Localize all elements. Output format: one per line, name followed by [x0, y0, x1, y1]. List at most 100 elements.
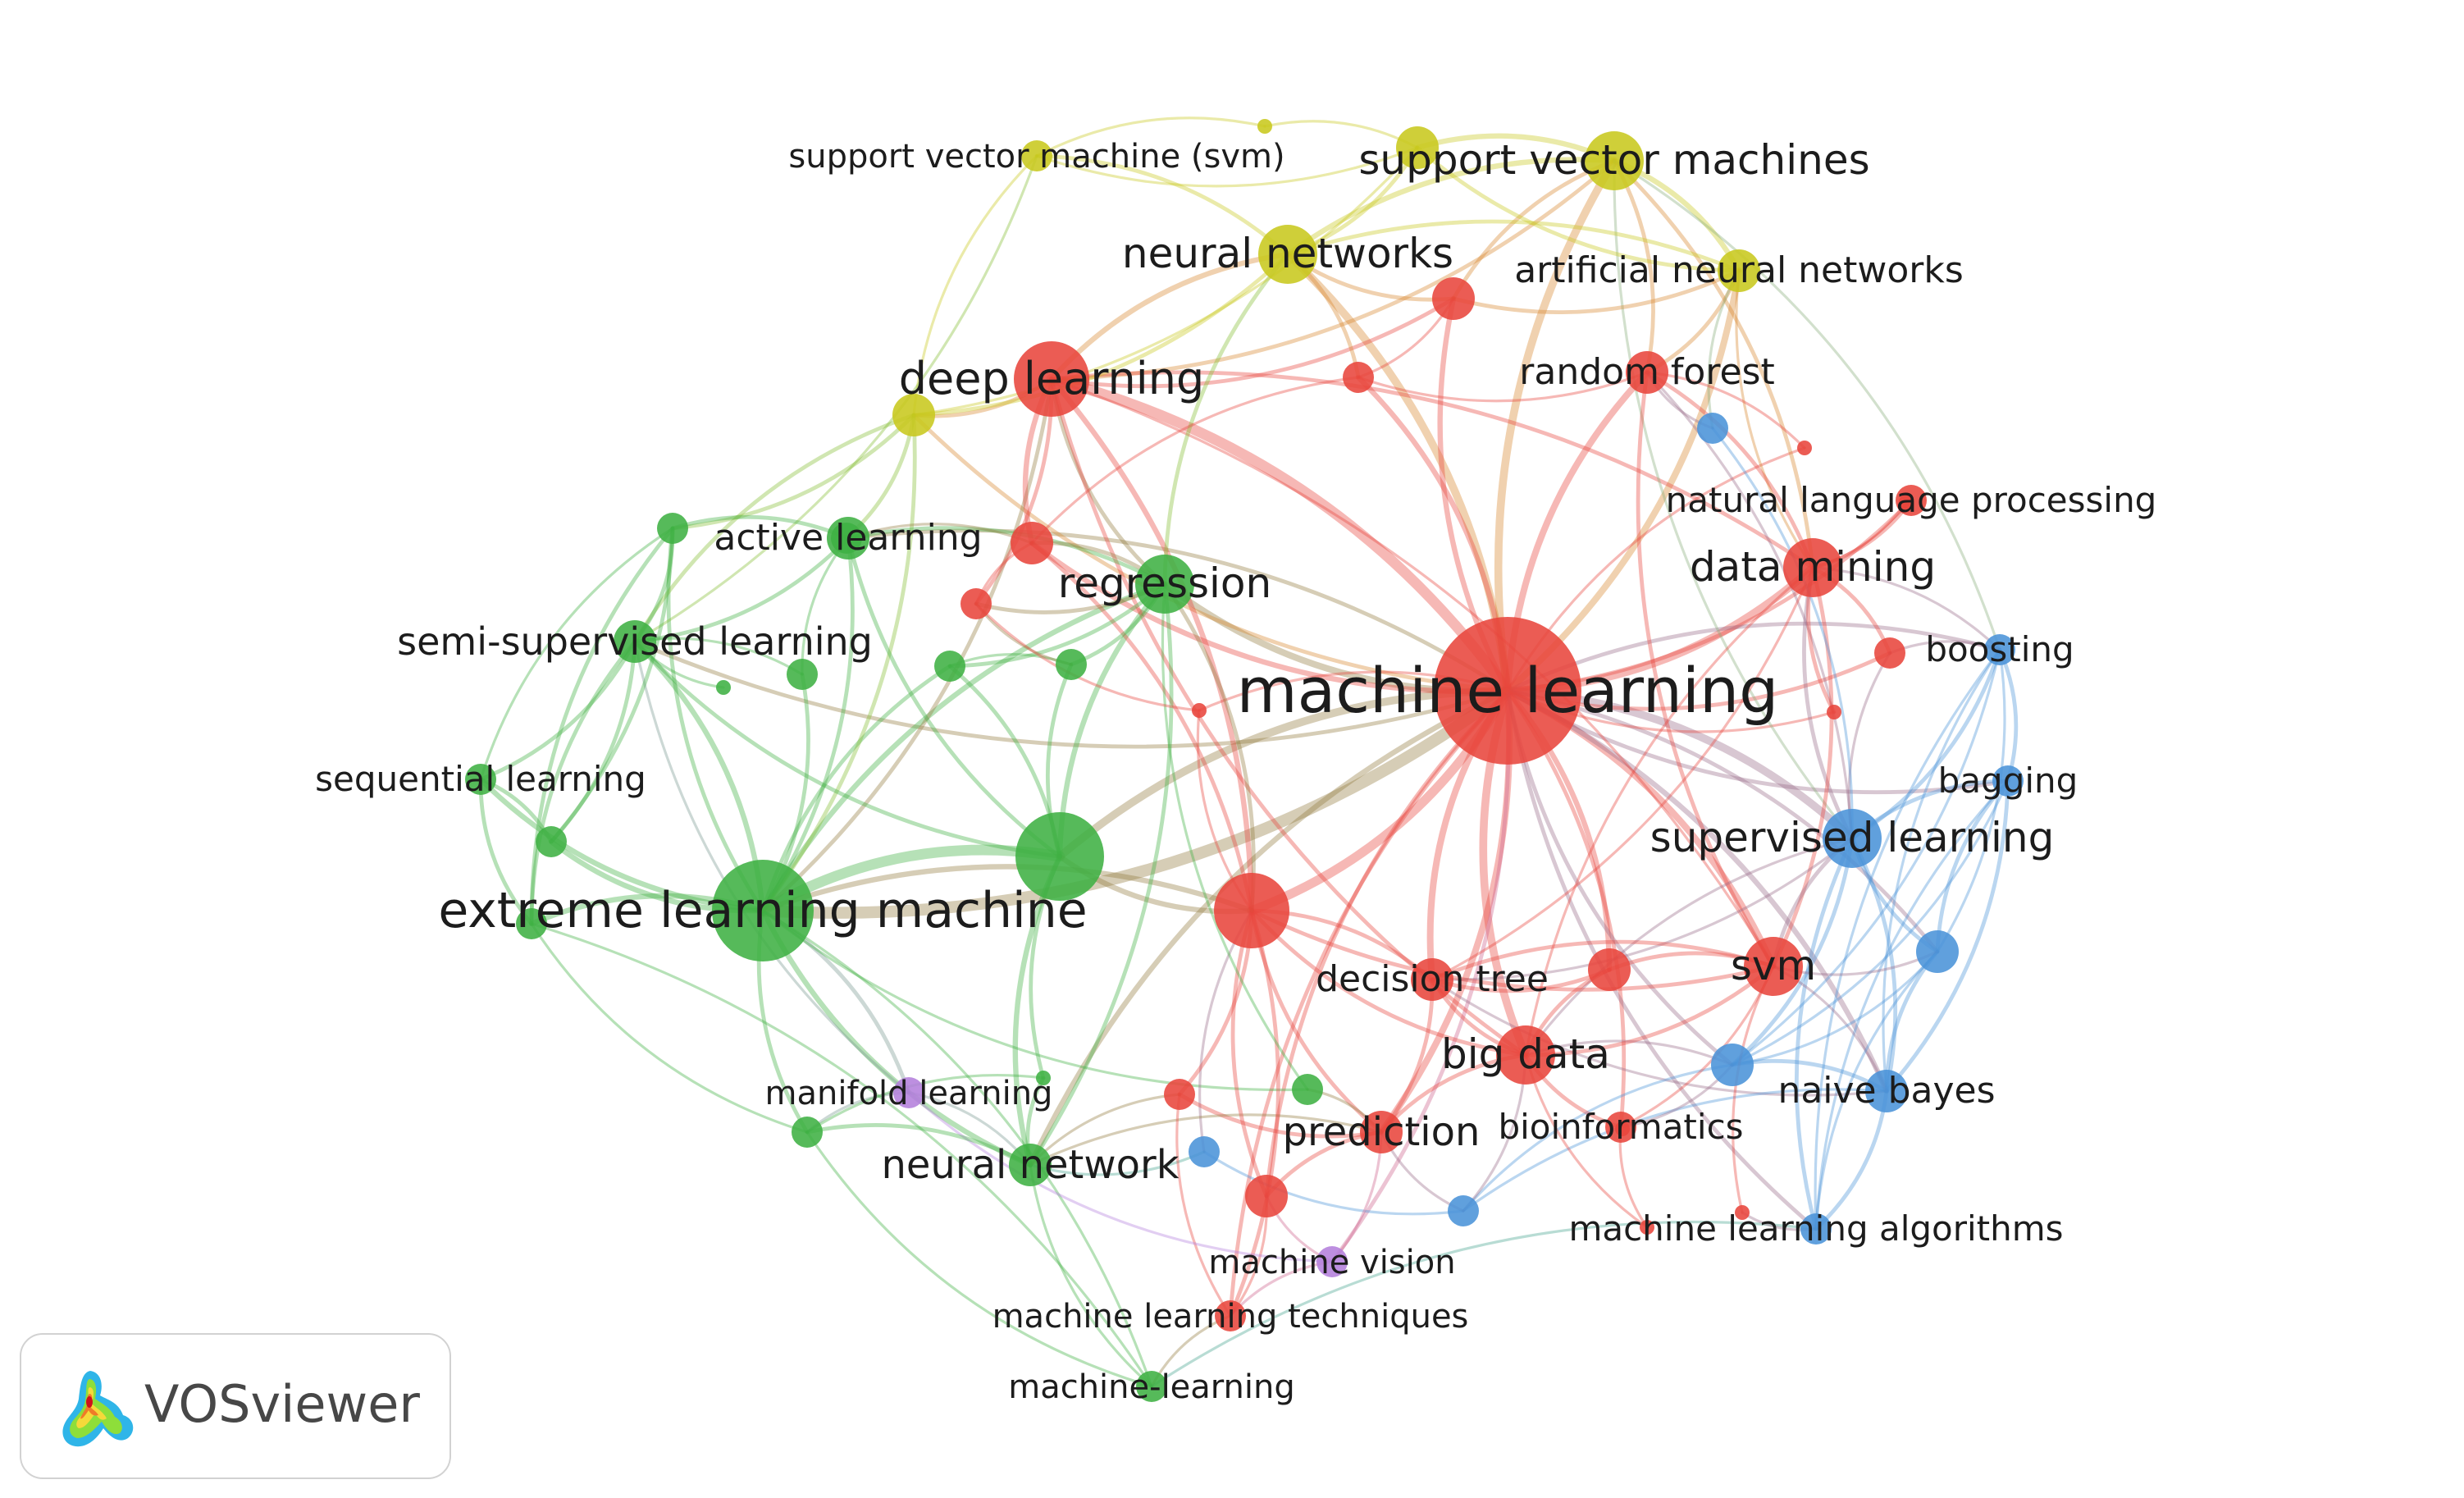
node-u-red-pred2[interactable]: [1245, 1175, 1288, 1217]
edge-machine-learning--machine-vision: [1330, 688, 1511, 1264]
label-support-vector-machine-svm[interactable]: support vector machine (svm): [788, 138, 1284, 176]
node-u-red-big[interactable]: [1214, 873, 1289, 948]
label-neural-network[interactable]: neural network: [881, 1142, 1179, 1188]
edge-machine-learning--bagging: [1505, 688, 2010, 794]
node-manifold-learning[interactable]: [893, 1077, 924, 1108]
node-machine-vision[interactable]: [1316, 1246, 1348, 1277]
node-u-green-man[interactable]: [792, 1117, 823, 1148]
node-u-green-mid2[interactable]: [536, 826, 567, 857]
node-neural-network[interactable]: [1009, 1144, 1052, 1186]
label-random-forest[interactable]: random forest: [1519, 351, 1774, 393]
edge-deep-learning--u-red-big: [1048, 376, 1255, 914]
label-supervised-learning[interactable]: supervised learning: [1650, 814, 2055, 861]
label-machine-learning-algorithms[interactable]: machine learning algorithms: [1568, 1208, 2063, 1249]
node-decision-tree[interactable]: [1411, 958, 1453, 1001]
edge-neural-networks--artificial-neural-networks: [1285, 219, 1741, 273]
node-u-blue-big[interactable]: [1711, 1044, 1754, 1086]
label-machine-learning[interactable]: machine learning: [1237, 654, 1779, 727]
node-u-red-top[interactable]: [1343, 362, 1374, 393]
node-artificial-neural-networks[interactable]: [1718, 249, 1760, 292]
node-extreme-learning-machine[interactable]: [712, 860, 814, 961]
label-bioinformatics[interactable]: bioinformatics: [1498, 1107, 1743, 1147]
label-neural-networks[interactable]: neural networks: [1122, 230, 1453, 277]
node-bagging[interactable]: [1992, 765, 2024, 797]
node-u-red-pred1[interactable]: [1164, 1079, 1195, 1110]
node-machine-learning-algorithms[interactable]: [1800, 1213, 1832, 1245]
node-u-red-rf2[interactable]: [1797, 441, 1812, 455]
node-u-green-pred[interactable]: [1292, 1074, 1323, 1105]
node-u-blue-bio[interactable]: [1448, 1195, 1479, 1226]
node-prediction[interactable]: [1360, 1111, 1403, 1153]
label-natural-language-processing[interactable]: natural language processing: [1666, 480, 2157, 520]
label-big-data[interactable]: big data: [1441, 1030, 1610, 1078]
node-u-green-elm[interactable]: [657, 513, 688, 544]
label-artificial-neural-networks[interactable]: artificial neural networks: [1514, 249, 1964, 291]
node-u-blue-nn[interactable]: [1189, 1136, 1220, 1167]
label-regression[interactable]: regression: [1058, 559, 1271, 607]
node-u-yellow-left[interactable]: [892, 394, 935, 436]
edge-regression--active-learning: [846, 526, 1167, 587]
node-machine-learning-techniques[interactable]: [1215, 1300, 1246, 1331]
node-u-red-boost[interactable]: [1874, 637, 1905, 669]
node-u-red-mla2[interactable]: [1640, 1220, 1654, 1235]
label-active-learning[interactable]: active learning: [714, 517, 982, 559]
node-u-green-seq[interactable]: [516, 908, 547, 939]
label-bagging[interactable]: bagging: [1938, 760, 2078, 801]
label-deep-learning[interactable]: deep learning: [899, 353, 1204, 404]
node-u-green-ssl2[interactable]: [716, 680, 731, 695]
node-u-green-ssl3[interactable]: [934, 651, 965, 682]
node-deep-learning[interactable]: [1014, 341, 1089, 417]
label-manifold-learning[interactable]: manifold learning: [765, 1075, 1053, 1112]
label-machine-learning-techniques[interactable]: machine learning techniques: [992, 1298, 1469, 1336]
edge-extreme-learning-machine--u-green-pred: [761, 909, 1309, 1092]
edge-supervised-learning--naive-bayes: [1850, 836, 1898, 1094]
node-u-red-reg[interactable]: [961, 588, 992, 619]
label-extreme-learning-machine[interactable]: extreme learning machine: [438, 882, 1087, 939]
node-natural-language-processing[interactable]: [1896, 485, 1927, 516]
label-machine-learning-hyphen[interactable]: machine-learning: [1008, 1368, 1295, 1406]
node-u-green-man2[interactable]: [1036, 1071, 1051, 1085]
label-machine-vision[interactable]: machine vision: [1208, 1244, 1455, 1281]
node-active-learning[interactable]: [827, 517, 869, 559]
node-semi-supervised-learning[interactable]: [614, 620, 656, 663]
node-naive-bayes[interactable]: [1865, 1070, 1908, 1112]
label-decision-tree[interactable]: decision tree: [1316, 958, 1549, 1000]
label-prediction[interactable]: prediction: [1283, 1109, 1481, 1155]
node-boosting[interactable]: [1984, 634, 2015, 665]
node-u-red-dm2[interactable]: [1827, 705, 1841, 719]
node-bioinformatics[interactable]: [1605, 1112, 1636, 1143]
node-u-red-mla[interactable]: [1735, 1205, 1750, 1220]
label-support-vector-machines[interactable]: support vector machines: [1358, 136, 1869, 184]
node-data-mining[interactable]: [1783, 538, 1842, 597]
node-supervised-learning[interactable]: [1823, 809, 1882, 868]
node-u-yellow-top[interactable]: [1257, 119, 1272, 134]
node-neural-networks[interactable]: [1258, 225, 1317, 284]
node-u-green-ssl1[interactable]: [787, 659, 818, 690]
node-support-vector-machines[interactable]: [1585, 131, 1644, 190]
node-machine-learning-hyphen[interactable]: [1136, 1371, 1167, 1402]
node-regression[interactable]: [1135, 555, 1194, 614]
node-u-red-dt2[interactable]: [1588, 948, 1631, 991]
node-machine-learning[interactable]: [1434, 617, 1581, 765]
node-support-vector-machine-svm[interactable]: [1021, 140, 1052, 171]
label-svm[interactable]: svm: [1731, 942, 1816, 989]
node-u-blue-sl[interactable]: [1916, 930, 1959, 973]
node-sequential-learning[interactable]: [465, 764, 496, 795]
node-u-green-big[interactable]: [1015, 812, 1104, 901]
node-u-red-ann1[interactable]: [1432, 277, 1475, 320]
node-u-blue-rf[interactable]: [1697, 413, 1728, 444]
label-boosting[interactable]: boosting: [1925, 629, 2074, 669]
label-data-mining[interactable]: data mining: [1690, 543, 1936, 591]
node-u-green-mid1[interactable]: [1056, 649, 1087, 680]
node-random-forest[interactable]: [1626, 351, 1668, 394]
node-u-red-act[interactable]: [1011, 522, 1053, 564]
label-naive-bayes[interactable]: naive bayes: [1777, 1070, 1995, 1112]
label-sequential-learning[interactable]: sequential learning: [315, 759, 646, 799]
node-u-yellow-svm2[interactable]: [1396, 126, 1439, 169]
edge-u-blue-sl--u-blue-big: [1731, 950, 1939, 1066]
label-semi-supervised-learning[interactable]: semi-supervised learning: [397, 619, 873, 664]
node-big-data[interactable]: [1496, 1025, 1555, 1085]
node-svm[interactable]: [1744, 937, 1803, 996]
node-u-red-mid[interactable]: [1192, 703, 1207, 718]
